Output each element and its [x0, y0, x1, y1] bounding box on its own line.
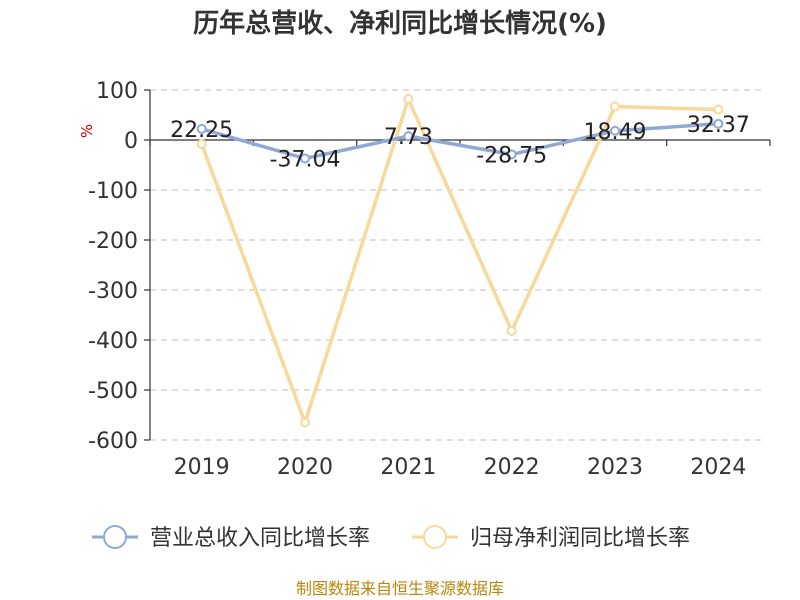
- legend-marker-1: [103, 525, 127, 549]
- chart-title: 历年总营收、净利同比增长情况(%): [193, 8, 607, 39]
- data-label: 7.73: [384, 125, 433, 150]
- y-tick-label: -600: [88, 429, 138, 454]
- y-tick-label: 100: [96, 79, 138, 104]
- data-point-1: [300, 153, 310, 164]
- data-point-2: [196, 139, 207, 149]
- series-lines: [200, 97, 719, 425]
- data-point-2: [610, 101, 620, 112]
- y-tick-label: -400: [88, 329, 138, 354]
- source-note: 制图数据来自恒生聚源数据库: [296, 579, 504, 598]
- data-point-1: [713, 118, 724, 129]
- data-point-2: [713, 104, 724, 115]
- y-tick-label: -200: [88, 229, 138, 254]
- legend: 营业总收入同比增长率 归母净利润同比增长率: [92, 525, 690, 551]
- data-point-2: [506, 326, 517, 336]
- x-tick-label: 2021: [380, 455, 436, 480]
- series-points: [196, 94, 724, 428]
- data-point-1: [610, 125, 620, 136]
- data-point-1: [403, 131, 414, 142]
- data-labels: 22.25 -37.04 7.73 -28.75 18.49 32.37: [170, 113, 750, 173]
- x-tick-label: 2024: [690, 455, 746, 480]
- y-tick-label: -100: [88, 179, 138, 204]
- y-axis-unit: %: [78, 124, 96, 138]
- legend-label-2: 归母净利润同比增长率: [470, 526, 690, 551]
- data-label: -37.04: [270, 148, 341, 173]
- data-point-2: [403, 94, 414, 104]
- data-label: -28.75: [476, 143, 547, 168]
- y-tick-label: -500: [88, 379, 138, 404]
- data-point-2: [300, 417, 310, 428]
- x-tick-label: 2019: [174, 455, 230, 480]
- series-line-1: [201, 122, 719, 161]
- data-label: 18.49: [584, 120, 647, 145]
- series-line-2: [200, 97, 719, 425]
- data-label: 32.37: [687, 113, 750, 138]
- y-tick-labels: 100 0 -100 -200 -300 -400 -500 -600: [88, 79, 138, 454]
- x-tick-label: 2020: [277, 455, 333, 480]
- y-tick-label: 0: [124, 129, 138, 154]
- data-point-1: [506, 149, 517, 160]
- x-tick-label: 2022: [484, 455, 540, 480]
- legend-label-1: 营业总收入同比增长率: [150, 526, 370, 551]
- legend-marker-2: [423, 525, 447, 549]
- x-tick-labels: 2019 2020 2021 2022 2023 2024: [174, 455, 747, 480]
- data-point-1: [196, 123, 207, 134]
- x-tick-label: 2023: [587, 455, 643, 480]
- data-label: 22.25: [170, 118, 233, 143]
- y-tick-label: -300: [88, 279, 138, 304]
- gridlines: [150, 89, 765, 441]
- axes: [144, 89, 771, 441]
